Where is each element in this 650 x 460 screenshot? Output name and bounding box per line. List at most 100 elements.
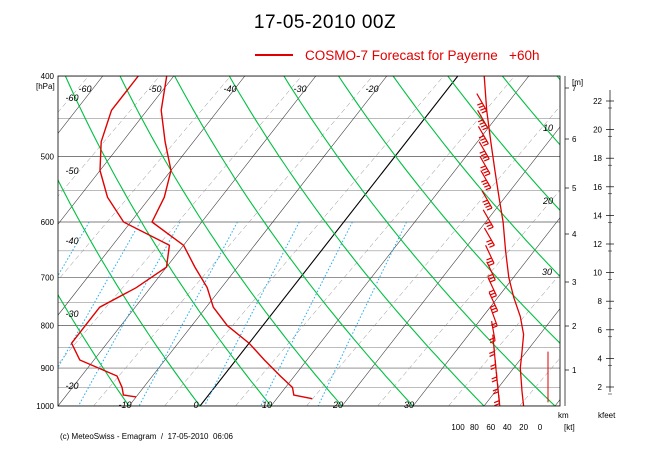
- wind-barb-flag: [483, 143, 489, 147]
- kfeet-tick-label: 6: [598, 326, 603, 335]
- pressure-tick-label: 800: [41, 322, 55, 331]
- wind-barb-flag: [485, 204, 491, 208]
- wind-speed-unit-label: [kt]: [564, 423, 575, 432]
- pressure-unit-label: [hPa]: [36, 82, 55, 91]
- credit-text: (c) MeteoSwiss - Emagram / 17-05-2010 06…: [60, 432, 233, 441]
- wind-barb-flag: [486, 257, 492, 261]
- dry-adiabat-line: [58, 178, 201, 406]
- dry-adiabat-line: [501, 76, 560, 146]
- temperature-tick-label: 20: [332, 400, 343, 410]
- wind-barb-flag: [489, 340, 496, 344]
- wind-barb-flag: [482, 199, 488, 203]
- temperature-tick-label: 10: [262, 400, 272, 410]
- wind-barb-flag: [492, 310, 498, 314]
- moist-adiabat-line: [0, 76, 18, 406]
- temperature-tick-label: -10: [118, 400, 131, 410]
- dry-adiabat-line: [228, 76, 485, 406]
- kfeet-tick-label: 2: [598, 383, 603, 392]
- wind-barb-flag: [486, 207, 493, 211]
- wind-barb-flag: [477, 102, 483, 106]
- frame-layer: [57, 75, 614, 407]
- pressure-tick-label: 900: [41, 364, 55, 373]
- wind-barb-flag: [488, 289, 495, 293]
- mixing-ratio-line: [138, 221, 238, 406]
- wind-barb-flag: [489, 353, 495, 358]
- kfeet-tick-label: 22: [593, 97, 602, 106]
- temperature-tick-label: 0: [193, 400, 198, 410]
- wind-barb-flag: [487, 260, 494, 264]
- wind-barb-flag: [479, 121, 485, 126]
- wind-barb-flag: [477, 119, 484, 123]
- wind-barb-flag: [487, 226, 494, 230]
- mixing-ratio-line: [58, 221, 141, 369]
- wind-barb-flag: [481, 167, 488, 172]
- wind-barb-flag: [483, 202, 490, 206]
- isotherm-line: [412, 217, 560, 406]
- pressure-tick-label: 700: [41, 274, 55, 283]
- moist-adiabat-line: [235, 76, 515, 406]
- wind-barb-flag: [495, 412, 500, 414]
- wind-barb-flag: [480, 124, 487, 128]
- moist-adiabat-line: [93, 76, 373, 406]
- mixing-ratio-line: [317, 221, 407, 406]
- isotherm-label: -60: [78, 84, 91, 94]
- moist-adiabat-line: [306, 105, 560, 406]
- moist-adiabat-line: [58, 76, 231, 281]
- dewpoint-profile: [70, 76, 171, 398]
- wind-barb-flag: [481, 179, 487, 183]
- isotherm-label: -30: [293, 84, 306, 94]
- kfeet-tick-label: 10: [593, 269, 602, 278]
- dry-adiabat-label: -30: [65, 309, 78, 319]
- dry-adiabat-line: [447, 76, 560, 212]
- dry-adiabat-label: -60: [65, 93, 78, 103]
- isotherm-line: [58, 76, 175, 225]
- kfeet-tick-label: 8: [598, 297, 603, 306]
- wind-barb-flag: [491, 379, 498, 383]
- isotherm-line: [554, 399, 560, 406]
- wind-barb-flag: [480, 137, 486, 142]
- isotherm-line: [128, 76, 388, 406]
- wind-barb-flag: [497, 426, 502, 428]
- wind-barb-flag: [488, 276, 495, 280]
- isotherm-line: [341, 126, 560, 406]
- wind-barb-flag: [492, 388, 499, 392]
- isotherm-label: -50: [148, 84, 161, 94]
- temperature-tick-label: 30: [404, 400, 414, 410]
- wind-barb-flag: [482, 182, 489, 186]
- isotherm-line: [270, 76, 530, 406]
- wind-speed-tick-label: 40: [503, 423, 512, 432]
- wind-barb-flag: [496, 423, 501, 425]
- dry-adiabat-line: [58, 293, 130, 406]
- dry-adiabat-label: -40: [65, 236, 78, 246]
- grid-layer: [0, 76, 650, 406]
- wind-barb: [500, 405, 501, 406]
- isotherm-label: -20: [365, 84, 378, 94]
- wind-barb-flag: [492, 391, 499, 395]
- wind-barb-flag: [484, 173, 491, 177]
- height-tick-label: 5: [572, 184, 577, 193]
- dry-adiabat-line: [64, 76, 272, 406]
- wind-barb-flag: [488, 262, 495, 266]
- kfeet-tick-label: 20: [593, 126, 602, 135]
- mixing-ratio-line: [260, 221, 353, 406]
- isotherm-line: [626, 76, 650, 406]
- wind-barb-flag: [481, 140, 488, 144]
- wind-barb-flag: [490, 363, 496, 367]
- wind-speed-tick-label: 20: [519, 423, 528, 432]
- wind-barb-flag: [493, 400, 500, 404]
- mixing-ratio-line: [0, 222, 15, 406]
- wind-barb-flag: [489, 244, 495, 248]
- wind-barb-flag: [490, 279, 496, 283]
- wind-speed-tick-label: 0: [538, 423, 543, 432]
- mixing-ratio-line: [203, 221, 300, 406]
- isotherm-line: [58, 76, 246, 316]
- wind-barb-flag: [482, 155, 488, 159]
- dry-adiabat-line: [392, 76, 560, 278]
- pressure-tick-label: 600: [41, 218, 55, 227]
- isotherm-line: [58, 76, 317, 406]
- kfeet-unit-label: kfeet: [598, 411, 616, 420]
- wind-barb-flag: [480, 165, 486, 169]
- height-mark-label: 20: [542, 196, 553, 206]
